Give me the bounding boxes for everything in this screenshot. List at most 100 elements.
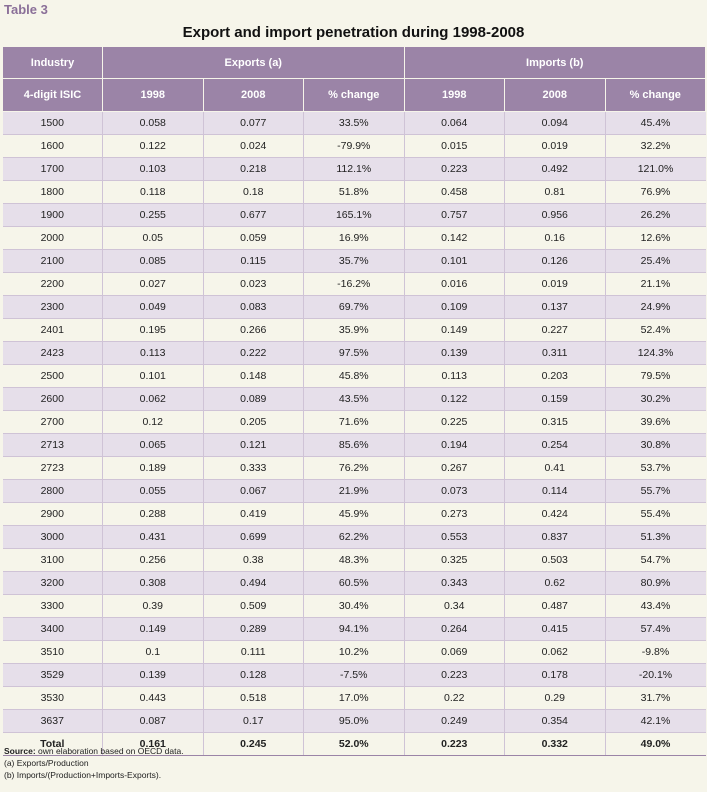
cell-exports-pct: 69.7%	[303, 295, 405, 319]
cell-exports-1998: 0.149	[102, 617, 204, 641]
cell-isic: 2700	[2, 410, 103, 434]
cell-imports-pct: 53.7%	[605, 456, 706, 480]
cell-imports-2008: 0.503	[504, 548, 606, 572]
cell-isic: 2300	[2, 295, 103, 319]
cell-imports-1998: 0.101	[403, 249, 506, 273]
cell-isic: 1900	[2, 203, 103, 227]
cell-imports-2008: 0.837	[504, 525, 606, 549]
cell-exports-1998: 0.308	[102, 571, 204, 595]
cell-imports-1998: 0.064	[403, 111, 506, 135]
header-row-columns: 4-digit ISIC 1998 2008 % change 1998 200…	[2, 78, 707, 112]
cell-imports-pct: 45.4%	[605, 111, 706, 135]
cell-imports-2008: 0.062	[504, 640, 606, 664]
cell-exports-1998: 0.288	[102, 502, 204, 526]
cell-exports-1998: 0.103	[102, 157, 204, 181]
cell-imports-2008: 0.81	[504, 180, 606, 204]
cell-exports-2008: 0.518	[203, 686, 304, 710]
cell-exports-2008: 0.18	[203, 180, 304, 204]
cell-imports-pct: 21.1%	[605, 272, 706, 296]
cell-imports-2008: 0.354	[504, 709, 606, 733]
table-row: 3530 0.443 0.518 17.0% 0.22 0.29 31.7%	[2, 686, 706, 710]
cell-imports-pct: -20.1%	[605, 663, 706, 687]
cell-exports-pct: 45.8%	[303, 364, 405, 388]
cell-exports-2008: 0.128	[203, 663, 304, 687]
cell-exports-2008: 0.245	[203, 732, 304, 756]
source-label: Source:	[4, 746, 36, 756]
cell-isic: 2423	[2, 341, 103, 365]
cell-imports-1998: 0.015	[403, 134, 506, 158]
cell-isic: 3529	[2, 663, 103, 687]
cell-exports-1998: 0.431	[102, 525, 204, 549]
cell-exports-2008: 0.121	[203, 433, 304, 457]
cell-exports-1998: 0.101	[102, 364, 204, 388]
header-exports: Exports (a)	[102, 46, 405, 79]
cell-exports-1998: 0.05	[102, 226, 204, 250]
cell-isic: 1800	[2, 180, 103, 204]
cell-exports-2008: 0.077	[203, 111, 304, 135]
cell-exports-pct: 21.9%	[303, 479, 405, 503]
cell-imports-2008: 0.62	[504, 571, 606, 595]
cell-exports-pct: 62.2%	[303, 525, 405, 549]
cell-imports-2008: 0.492	[504, 157, 606, 181]
cell-imports-1998: 0.109	[403, 295, 506, 319]
cell-isic: 2200	[2, 272, 103, 296]
cell-exports-1998: 0.065	[102, 433, 204, 457]
cell-imports-1998: 0.267	[403, 456, 506, 480]
header-exports-pct: % change	[303, 78, 405, 112]
cell-isic: 1600	[2, 134, 103, 158]
cell-exports-2008: 0.289	[203, 617, 304, 641]
cell-exports-1998: 0.118	[102, 180, 204, 204]
cell-imports-2008: 0.159	[504, 387, 606, 411]
cell-imports-2008: 0.424	[504, 502, 606, 526]
cell-imports-1998: 0.223	[403, 157, 506, 181]
cell-isic: 3200	[2, 571, 103, 595]
cell-exports-pct: -16.2%	[303, 272, 405, 296]
cell-exports-1998: 0.195	[102, 318, 204, 342]
cell-exports-2008: 0.222	[203, 341, 304, 365]
cell-imports-pct: 43.4%	[605, 594, 706, 618]
cell-imports-pct: 55.7%	[605, 479, 706, 503]
table-notes: Source: own elaboration based on OECD da…	[4, 745, 184, 781]
cell-imports-2008: 0.114	[504, 479, 606, 503]
cell-exports-pct: -79.9%	[303, 134, 405, 158]
cell-exports-pct: 60.5%	[303, 571, 405, 595]
cell-imports-2008: 0.41	[504, 456, 606, 480]
header-imports: Imports (b)	[403, 46, 707, 79]
table-row: 3400 0.149 0.289 94.1% 0.264 0.415 57.4%	[2, 617, 706, 641]
cell-imports-1998: 0.122	[403, 387, 506, 411]
cell-imports-2008: 0.019	[504, 272, 606, 296]
cell-exports-pct: 112.1%	[303, 157, 405, 181]
cell-imports-2008: 0.487	[504, 594, 606, 618]
cell-exports-1998: 0.39	[102, 594, 204, 618]
cell-exports-1998: 0.085	[102, 249, 204, 273]
cell-exports-pct: 94.1%	[303, 617, 405, 641]
cell-exports-1998: 0.062	[102, 387, 204, 411]
cell-exports-1998: 0.189	[102, 456, 204, 480]
source-text: own elaboration based on OECD data.	[35, 746, 184, 756]
cell-exports-1998: 0.049	[102, 295, 204, 319]
table-title: Export and import penetration during 199…	[182, 24, 525, 41]
cell-exports-2008: 0.089	[203, 387, 304, 411]
cell-imports-1998: 0.223	[403, 732, 506, 756]
cell-isic: 2900	[2, 502, 103, 526]
table-row: 3637 0.087 0.17 95.0% 0.249 0.354 42.1%	[2, 709, 706, 733]
header-industry: Industry	[2, 46, 103, 79]
cell-exports-1998: 0.122	[102, 134, 204, 158]
cell-imports-pct: 24.9%	[605, 295, 706, 319]
note-a: (a) Exports/Production	[4, 758, 89, 768]
cell-imports-1998: 0.113	[403, 364, 506, 388]
cell-exports-1998: 0.255	[102, 203, 204, 227]
cell-imports-2008: 0.16	[504, 226, 606, 250]
penetration-table: Industry Exports (a) Imports (b) 4-digit…	[2, 46, 707, 756]
cell-imports-pct: 25.4%	[605, 249, 706, 273]
cell-exports-pct: 33.5%	[303, 111, 405, 135]
cell-imports-1998: 0.225	[403, 410, 506, 434]
cell-isic: 3300	[2, 594, 103, 618]
cell-imports-2008: 0.29	[504, 686, 606, 710]
cell-isic: 3637	[2, 709, 103, 733]
cell-imports-2008: 0.311	[504, 341, 606, 365]
table-row: 3529 0.139 0.128 -7.5% 0.223 0.178 -20.1%	[2, 663, 706, 687]
cell-isic: 2600	[2, 387, 103, 411]
cell-exports-1998: 0.139	[102, 663, 204, 687]
cell-imports-2008: 0.137	[504, 295, 606, 319]
